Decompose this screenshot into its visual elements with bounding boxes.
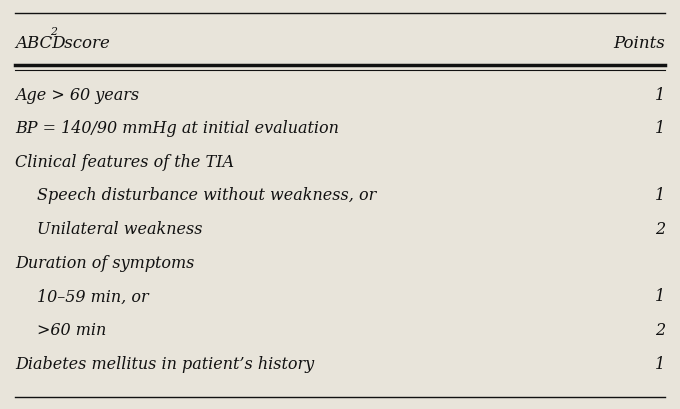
Text: Diabetes mellitus in patient’s history: Diabetes mellitus in patient’s history xyxy=(15,355,314,372)
Text: 1: 1 xyxy=(655,86,665,103)
Text: Clinical features of the TIA: Clinical features of the TIA xyxy=(15,153,234,171)
Text: Points: Points xyxy=(613,34,665,52)
Text: 2: 2 xyxy=(50,27,57,36)
Text: 1: 1 xyxy=(655,288,665,305)
Text: BP = 140/90 mmHg at initial evaluation: BP = 140/90 mmHg at initial evaluation xyxy=(15,120,339,137)
Text: 1: 1 xyxy=(655,355,665,372)
Text: Duration of symptoms: Duration of symptoms xyxy=(15,254,194,271)
Text: ABCD: ABCD xyxy=(15,34,65,52)
Text: 2: 2 xyxy=(655,220,665,238)
Text: 10–59 min, or: 10–59 min, or xyxy=(37,288,148,305)
Text: 1: 1 xyxy=(655,120,665,137)
Text: 1: 1 xyxy=(655,187,665,204)
Text: 2: 2 xyxy=(655,321,665,338)
Text: Age > 60 years: Age > 60 years xyxy=(15,86,139,103)
Text: score: score xyxy=(59,34,110,52)
Text: Unilateral weakness: Unilateral weakness xyxy=(37,220,202,238)
Text: >60 min: >60 min xyxy=(37,321,106,338)
Text: Speech disturbance without weakness, or: Speech disturbance without weakness, or xyxy=(37,187,376,204)
